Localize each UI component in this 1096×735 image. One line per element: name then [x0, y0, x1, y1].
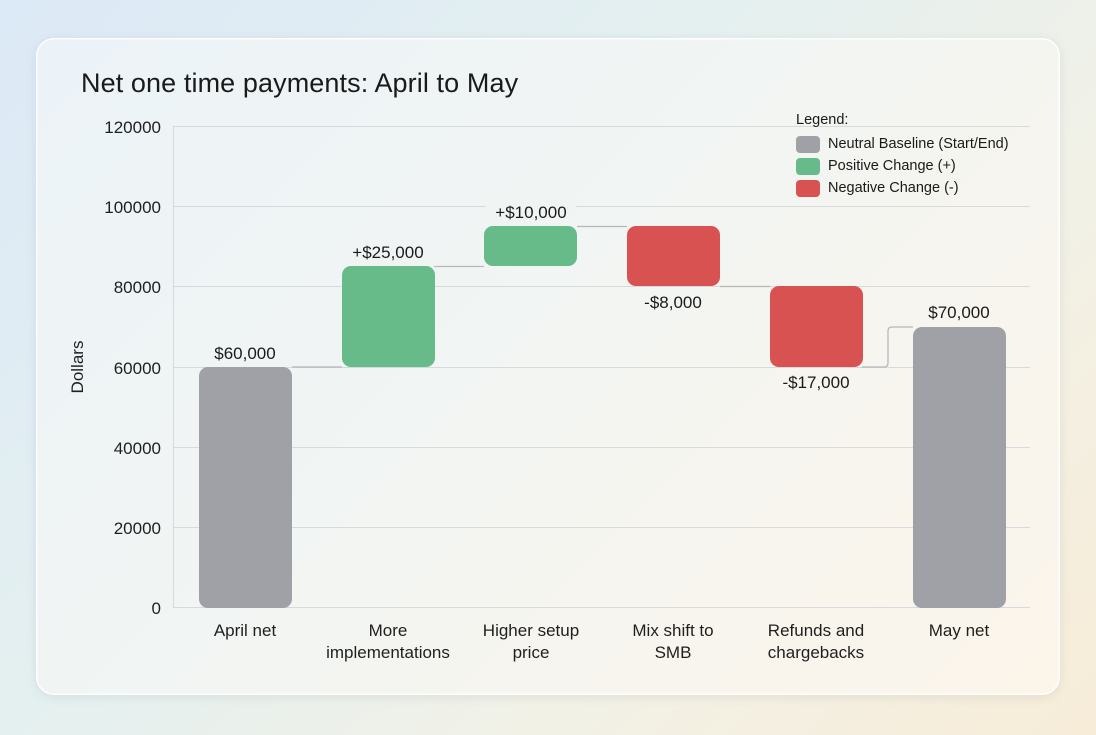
y-tick-labels: 0 20000 40000 60000 80000 100000 120000	[104, 118, 161, 618]
x-tick: price	[513, 643, 550, 662]
x-tick: implementations	[326, 643, 450, 662]
chart-legend: Legend: Neutral Baseline (Start/End) Pos…	[796, 112, 1009, 199]
value-label: +$10,000	[495, 203, 566, 222]
x-tick: Refunds and	[768, 621, 864, 640]
legend-label: Neutral Baseline (Start/End)	[828, 136, 1009, 152]
legend-item-positive: Positive Change (+)	[796, 155, 1009, 177]
value-label: $60,000	[214, 344, 275, 363]
bar-refunds-chargebacks	[770, 286, 863, 367]
bar-higher-setup-price	[484, 226, 577, 266]
x-tick: Higher setup	[483, 621, 579, 640]
value-labels: $60,000 +$25,000 +$10,000 -$8,000 -$17,0…	[214, 200, 990, 392]
y-tick: 120000	[104, 118, 161, 137]
value-label: +$25,000	[352, 243, 423, 262]
positive-swatch-icon	[796, 157, 820, 175]
y-axis-label: Dollars	[68, 341, 87, 394]
bar-mix-shift-smb	[627, 226, 720, 286]
gridlines	[173, 126, 1030, 608]
x-tick-labels: April net More implementations Higher se…	[214, 621, 990, 662]
x-tick: More	[369, 621, 408, 640]
legend-item-negative: Negative Change (-)	[796, 177, 1009, 199]
legend-label: Negative Change (-)	[828, 180, 959, 196]
x-tick: Mix shift to	[632, 621, 713, 640]
y-tick: 20000	[114, 519, 161, 538]
legend-item-neutral: Neutral Baseline (Start/End)	[796, 133, 1009, 155]
y-tick: 60000	[114, 359, 161, 378]
connector-lines	[292, 225, 913, 368]
bar-april-net	[199, 367, 292, 608]
negative-swatch-icon	[796, 179, 820, 197]
x-tick: chargebacks	[768, 643, 864, 662]
x-tick: SMB	[655, 643, 692, 662]
chart-title: Net one time payments: April to May	[81, 68, 519, 98]
y-tick: 40000	[114, 439, 161, 458]
legend-heading: Legend:	[796, 112, 849, 128]
legend-label: Positive Change (+)	[828, 158, 956, 174]
bar-may-net	[913, 327, 1006, 608]
x-tick: April net	[214, 621, 277, 640]
value-label: -$8,000	[644, 293, 702, 312]
y-tick: 80000	[114, 278, 161, 297]
value-label: -$17,000	[782, 373, 849, 392]
y-tick: 100000	[104, 198, 161, 217]
value-label: $70,000	[928, 303, 989, 322]
y-tick: 0	[152, 599, 161, 618]
x-tick: May net	[929, 621, 990, 640]
bar-more-implementations	[342, 266, 435, 367]
neutral-swatch-icon	[796, 135, 820, 153]
